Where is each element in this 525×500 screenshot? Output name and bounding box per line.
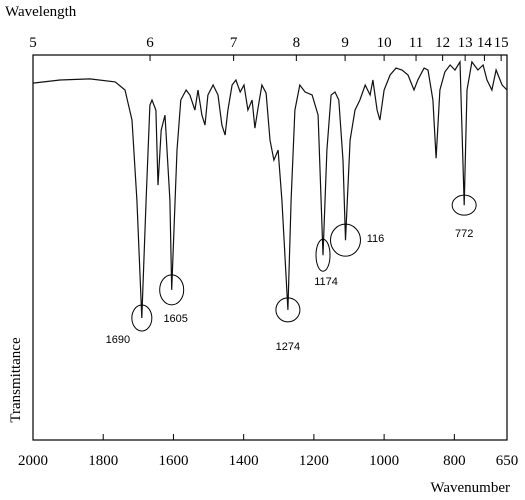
annotation-circle — [275, 297, 301, 323]
x2-tick-label: 5 — [29, 35, 37, 51]
x2-tick-label: 13 — [458, 35, 473, 51]
annotation-label: 1274 — [276, 341, 300, 353]
spectrum-line — [32, 59, 508, 319]
x-tick-label: 800 — [443, 453, 466, 469]
x2-tick-label: 9 — [341, 35, 349, 51]
x2-tick-label: 8 — [293, 35, 301, 51]
annotation-label: 116 — [367, 233, 385, 245]
annotation-circle — [131, 304, 153, 332]
annotation-circle — [159, 274, 185, 306]
annotation-circle — [315, 238, 331, 272]
annotation-label: 1690 — [106, 334, 130, 346]
x-tick-label: 1800 — [88, 453, 118, 469]
x-tick-label: 650 — [496, 453, 519, 469]
x2-tick-label: 12 — [435, 35, 450, 51]
annotation-label: 1174 — [314, 276, 338, 288]
annotation-label: 772 — [455, 228, 473, 240]
x-axis-label: Wavenumber — [430, 480, 510, 496]
x2-tick-label: 10 — [377, 35, 392, 51]
annotation-circle — [329, 223, 361, 257]
x-tick-label: 1600 — [158, 453, 188, 469]
x-tick-label: 1000 — [369, 453, 399, 469]
annotation-circle — [451, 194, 477, 216]
x2-tick-label: 7 — [230, 35, 238, 51]
plot-frame — [32, 54, 508, 441]
annotation-label: 1605 — [163, 313, 187, 325]
x2-axis-label: Wavelength — [5, 4, 77, 20]
x2-tick-label: 15 — [494, 35, 509, 51]
x2-tick-label: 14 — [477, 35, 493, 51]
x2-tick-label: 11 — [409, 35, 423, 51]
x-tick-label: 2000 — [18, 453, 48, 469]
x-tick-label: 1200 — [299, 453, 329, 469]
x2-tick-label: 6 — [146, 35, 154, 51]
y-axis-label: Transmittance — [8, 337, 24, 423]
x-tick-label: 1400 — [229, 453, 259, 469]
